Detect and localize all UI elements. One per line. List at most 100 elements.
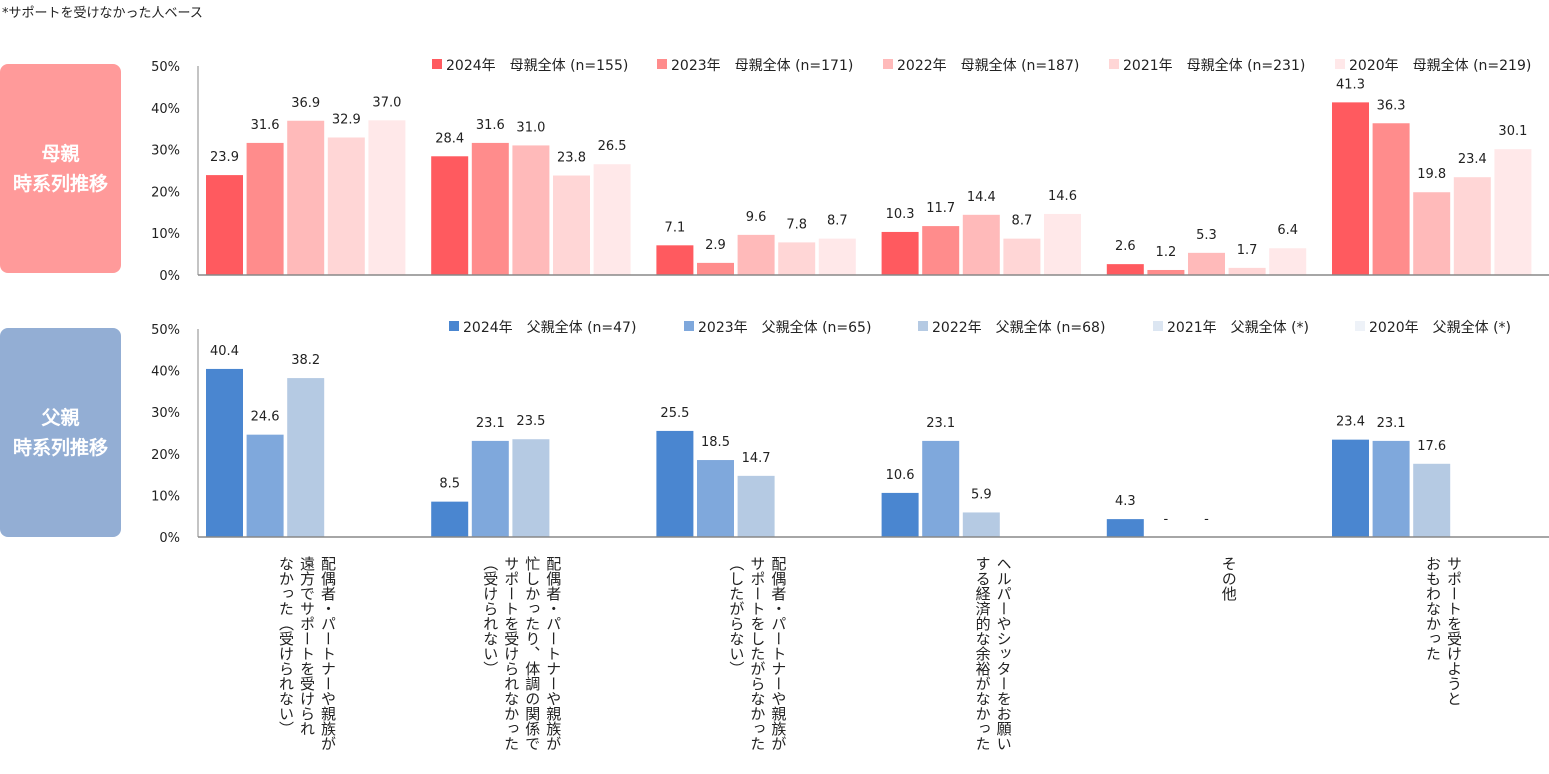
bar [1413, 463, 1451, 537]
bar [697, 262, 734, 275]
bar [471, 440, 509, 537]
bar [553, 175, 590, 275]
data-label: 17.6 [1417, 439, 1446, 454]
bar [327, 137, 365, 275]
y-tick-label: 50% [151, 323, 180, 338]
bar [737, 475, 775, 537]
y-tick-label: 20% [151, 185, 180, 200]
bar [778, 242, 816, 275]
bar [1372, 123, 1410, 276]
y-tick-label: 40% [151, 102, 180, 117]
data-label: 1.7 [1237, 243, 1258, 258]
data-label: 23.5 [516, 414, 545, 429]
legend-label: 2022年 母親全体 (n=187) [897, 57, 1079, 74]
data-label: 6.4 [1277, 223, 1298, 238]
bar [287, 378, 325, 537]
father-badge-line1: 父親 [41, 406, 80, 429]
legend-swatch [1153, 321, 1163, 331]
bar [818, 238, 856, 275]
data-label: 14.4 [967, 190, 996, 205]
bar [246, 434, 284, 537]
bar [1003, 238, 1041, 275]
bar [368, 120, 406, 275]
bar [1044, 213, 1081, 275]
data-label: 37.0 [372, 95, 401, 110]
bar [881, 231, 919, 275]
bar [1453, 177, 1491, 275]
data-label: 32.9 [332, 112, 361, 127]
data-label: 23.9 [210, 150, 239, 165]
bar [1372, 440, 1410, 537]
bar [512, 439, 550, 537]
bar [431, 501, 469, 537]
data-label: 30.1 [1498, 124, 1527, 139]
bar [1269, 248, 1307, 275]
legend-label: 2021年 母親全体 (n=231) [1123, 57, 1305, 74]
father-badge: 父親 時系列推移 [0, 328, 121, 537]
bar [697, 460, 734, 537]
bar [962, 214, 1000, 275]
legend-swatch [432, 59, 442, 69]
legend-swatch [657, 59, 667, 69]
y-tick-label: 10% [151, 489, 180, 504]
data-label: 7.1 [665, 220, 686, 235]
bar [922, 226, 960, 275]
data-label: 5.3 [1196, 228, 1217, 243]
bar [512, 145, 550, 275]
data-label: 18.5 [701, 435, 730, 450]
bar [1413, 192, 1451, 275]
bar [1228, 267, 1266, 275]
base-note: *サポートを受けなかった人ベース [2, 6, 203, 21]
data-label: 14.7 [742, 451, 771, 466]
data-label: 10.3 [886, 207, 915, 222]
data-label: 36.3 [1377, 98, 1406, 113]
bar [656, 245, 694, 275]
data-label: 36.9 [291, 96, 320, 111]
bar [246, 142, 284, 275]
data-label: - [1204, 512, 1209, 527]
data-label: 24.6 [251, 410, 280, 425]
data-label: 5.9 [971, 487, 992, 502]
legend-swatch [1335, 59, 1345, 69]
legend-label: 2023年 母親全体 (n=171) [671, 57, 853, 74]
data-label: 23.1 [926, 416, 955, 431]
legend-swatch [684, 321, 694, 331]
data-label: 14.6 [1048, 189, 1077, 204]
bar [1188, 252, 1225, 275]
data-label: - [1164, 512, 1169, 527]
bar [206, 368, 243, 537]
y-tick-label: 0% [159, 531, 180, 546]
bar [1106, 519, 1144, 537]
legend-label: 2023年 父親全体 (n=65) [698, 319, 871, 336]
data-label: 23.4 [1336, 415, 1365, 430]
mother-badge-line2: 時系列推移 [12, 172, 108, 195]
data-label: 4.3 [1115, 494, 1136, 509]
bar [287, 120, 325, 276]
y-tick-label: 0% [159, 269, 180, 284]
legend-label: 2024年 父親全体 (n=47) [463, 319, 636, 336]
category-label: ヘルパーやシッターをお願い する経済的な余裕がなかった [973, 556, 1013, 751]
data-label: 1.2 [1156, 245, 1177, 260]
data-label: 31.6 [251, 118, 280, 133]
legend-label: 2022年 父親全体 (n=68) [932, 319, 1105, 336]
data-label: 28.4 [435, 131, 464, 146]
data-label: 23.1 [476, 416, 505, 431]
bar [737, 234, 775, 275]
bar [1494, 149, 1532, 275]
category-label: 配偶者・パートナーや親族が 遠方でサポートを受けられ なかった（受けられない） [277, 556, 337, 751]
data-label: 31.0 [516, 120, 545, 135]
data-label: 8.5 [439, 477, 460, 492]
legend-label: 2020年 母親全体 (n=219) [1349, 57, 1531, 74]
data-label: 8.7 [1012, 214, 1033, 229]
legend-swatch [883, 59, 893, 69]
legend-label: 2021年 父親全体 (*) [1167, 319, 1309, 336]
bar [206, 175, 243, 275]
y-tick-label: 30% [151, 406, 180, 421]
category-label: その他 [1219, 556, 1238, 601]
data-label: 10.6 [886, 468, 915, 483]
bar [922, 440, 960, 537]
data-label: 31.6 [476, 118, 505, 133]
bar [1332, 102, 1369, 275]
data-label: 23.1 [1377, 416, 1406, 431]
